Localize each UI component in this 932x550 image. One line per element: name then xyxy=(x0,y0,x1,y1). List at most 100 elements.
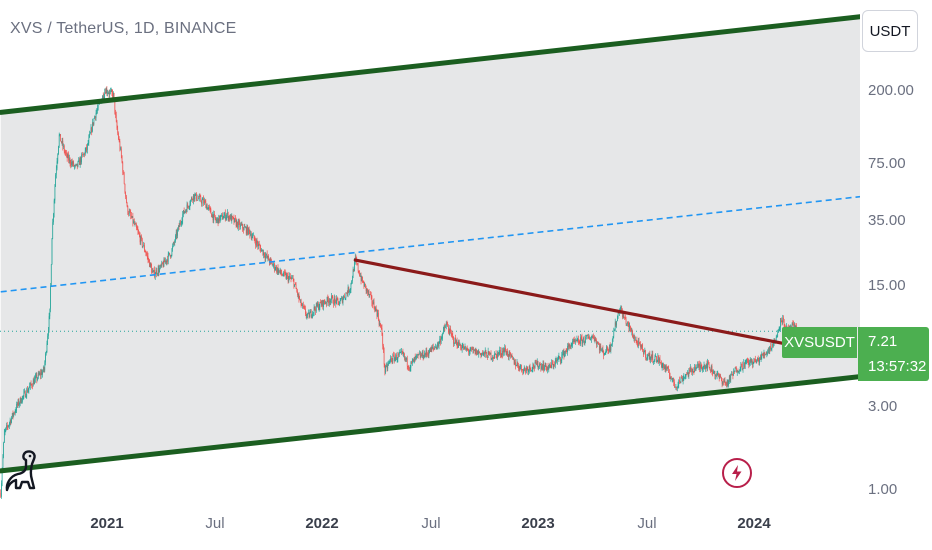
candle xyxy=(676,387,677,388)
candle xyxy=(762,353,763,356)
candle xyxy=(367,289,368,293)
candle xyxy=(376,310,378,316)
candle xyxy=(523,368,525,370)
candle xyxy=(622,311,623,318)
candle xyxy=(707,361,708,369)
candle xyxy=(75,164,77,166)
currency-unit-button[interactable]: USDT xyxy=(862,10,918,52)
price-axis[interactable] xyxy=(860,0,932,512)
candle xyxy=(479,351,480,354)
candle xyxy=(507,355,509,358)
candle xyxy=(496,354,498,358)
candle xyxy=(306,314,308,317)
candle xyxy=(205,201,207,209)
candle xyxy=(232,215,233,218)
candle xyxy=(520,364,522,370)
candle xyxy=(471,348,473,350)
candle xyxy=(423,357,425,359)
candle xyxy=(422,351,424,358)
candle xyxy=(61,140,63,143)
candle xyxy=(461,346,463,350)
candle xyxy=(302,304,304,307)
candle xyxy=(240,224,242,226)
candle xyxy=(112,92,113,98)
candle xyxy=(277,267,279,274)
candle xyxy=(371,296,373,303)
candle xyxy=(530,368,532,371)
candle xyxy=(738,371,740,373)
candle xyxy=(443,328,444,334)
candle xyxy=(42,371,43,375)
candle xyxy=(260,247,262,252)
candle xyxy=(555,360,557,361)
tradingview-dino-icon[interactable] xyxy=(4,446,44,498)
candle xyxy=(182,214,184,221)
candle xyxy=(300,299,301,301)
candle xyxy=(601,349,602,351)
price-chart[interactable] xyxy=(0,0,860,512)
candle xyxy=(280,269,282,274)
candle xyxy=(436,346,438,349)
candle xyxy=(14,411,16,414)
candle xyxy=(545,363,547,368)
candle xyxy=(129,211,131,213)
candle xyxy=(448,330,450,335)
candle xyxy=(3,442,4,457)
candle xyxy=(305,308,306,315)
candle xyxy=(104,92,106,97)
candle xyxy=(575,340,576,342)
candle xyxy=(276,267,278,272)
candle xyxy=(569,344,571,347)
candle xyxy=(54,186,56,201)
candle xyxy=(142,246,144,247)
candle xyxy=(255,240,257,246)
candle xyxy=(295,284,297,289)
candle xyxy=(55,168,57,175)
candle xyxy=(102,95,104,99)
candle xyxy=(478,351,480,354)
candle xyxy=(662,364,664,366)
candle xyxy=(740,363,742,370)
candle xyxy=(251,236,253,239)
candle xyxy=(761,353,763,357)
candle xyxy=(352,269,354,278)
candle xyxy=(163,259,165,267)
candle xyxy=(76,163,78,167)
candle xyxy=(685,374,687,377)
candle xyxy=(89,132,91,135)
candle xyxy=(0,492,2,497)
candle xyxy=(432,346,434,348)
candle xyxy=(36,375,38,380)
candle xyxy=(329,301,331,303)
candle xyxy=(87,143,89,144)
candle xyxy=(764,352,766,355)
price-tick-label: 15.00 xyxy=(868,277,906,294)
lightning-icon[interactable] xyxy=(722,458,752,488)
candle xyxy=(482,353,483,355)
candle xyxy=(576,339,578,341)
candle xyxy=(502,349,504,355)
chart-area[interactable] xyxy=(0,0,860,512)
candle xyxy=(3,431,5,443)
candle xyxy=(611,344,612,346)
candle xyxy=(611,338,613,345)
candle xyxy=(9,420,11,423)
candle xyxy=(463,345,464,350)
candle xyxy=(658,356,659,363)
candle xyxy=(31,384,33,387)
candle xyxy=(146,254,148,256)
candle xyxy=(765,353,766,355)
candle xyxy=(370,294,372,297)
candle xyxy=(109,91,111,95)
candle xyxy=(654,356,656,360)
candle xyxy=(400,351,402,353)
candle xyxy=(245,227,247,234)
candle xyxy=(458,341,459,348)
candle xyxy=(567,346,568,353)
candle xyxy=(528,365,530,370)
candle xyxy=(682,378,684,382)
candle xyxy=(233,217,235,223)
candle xyxy=(449,328,451,335)
candle xyxy=(333,303,334,305)
candle xyxy=(417,354,419,355)
